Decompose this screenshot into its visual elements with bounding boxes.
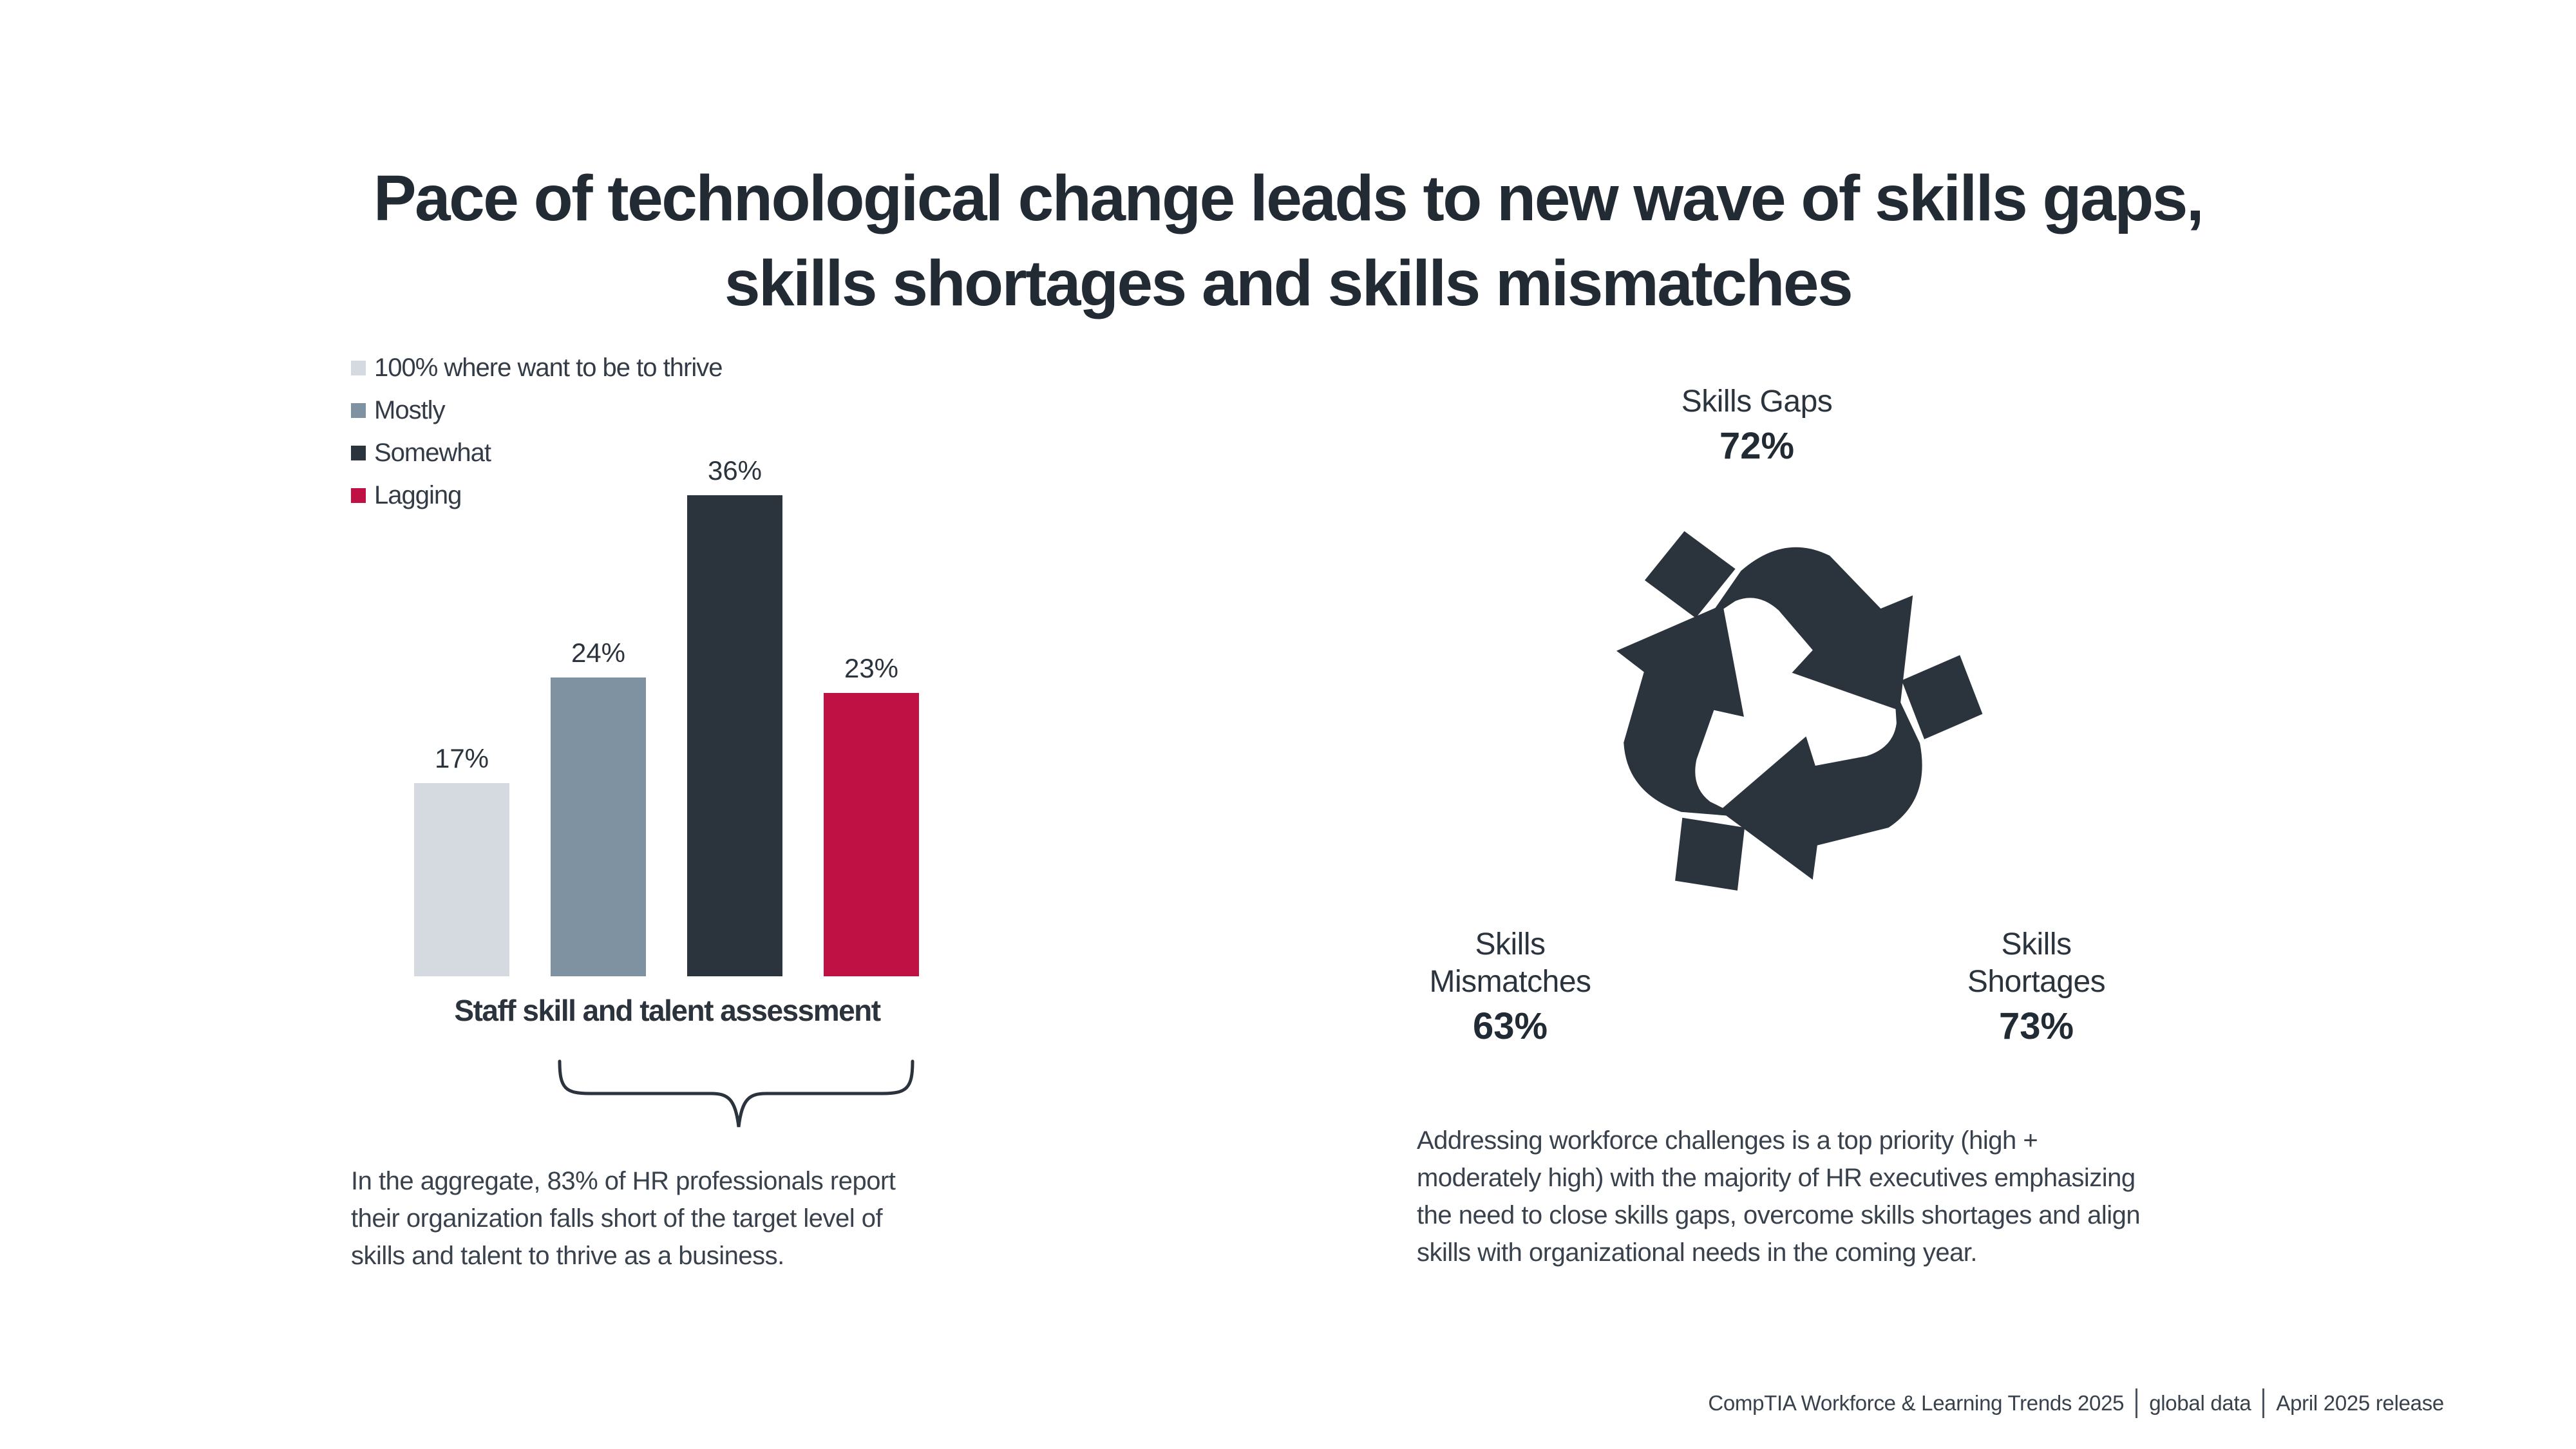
bar-lagging [824,693,919,976]
bar-value-label: 23% [844,653,899,683]
left-note-line: In the aggregate, 83% of HR professional… [351,1167,896,1195]
right-note-line: the need to close skills gaps, overcome … [1417,1201,2141,1229]
legend-item: Somewhat [351,431,722,474]
right-note-line: skills with organizational needs in the … [1417,1238,1978,1267]
cycle-stat-skills-mismatches: Skills Mismatches 63% [1407,926,1613,1048]
legend-label: 100% where want to be to thrive [374,353,723,382]
chart-legend: 100% where want to be to thrive Mostly Som… [351,346,723,516]
page-title-line-1: Pace of technological change leads to ne… [373,162,2204,234]
left-note: In the aggregate, 83% of HR professional… [351,1162,1059,1274]
right-note-line: Addressing workforce challenges is a top… [1417,1126,2038,1155]
legend-swatch-icon [351,488,366,503]
cycle-stat-skills-gaps: Skills Gaps 72% [1564,383,1950,468]
legend-swatch-icon [351,360,366,375]
cycle-stat-value: 73% [1998,1005,2074,1047]
legend-item: Lagging [351,474,722,516]
bar-100-where-want-to-be-to-thrive [414,783,509,976]
page-title-line-2: skills shortages and skills mismatches [724,247,1853,319]
bar-somewhat [687,495,782,976]
cycle-stat-label: Skills Mismatches [1429,927,1591,999]
page-title: Pace of technological change leads to ne… [0,156,2576,326]
footer-separator [2262,1388,2265,1418]
legend-item: Mostly [351,389,722,431]
footer-source-line: CompTIA Workforce & Learning Trends 2025… [1708,1388,2444,1418]
bar-value-label: 24% [571,638,626,668]
footer-separator [2136,1388,2138,1418]
legend-swatch-icon [351,445,366,460]
bar-value-label: 17% [434,743,489,773]
right-note-line: moderately high) with the majority of HR… [1417,1164,2136,1192]
legend-label: Somewhat [374,438,491,467]
right-note: Addressing workforce challenges is a top… [1417,1122,2318,1271]
footer-segment: April 2025 release [2276,1391,2444,1415]
cycle-stat-label: Skills Gaps [1681,384,1833,419]
footer-segment: global data [2149,1391,2251,1415]
cycle-stat-value: 63% [1472,1005,1548,1047]
cycle-stat-skills-shortages: Skills Shortages 73% [1933,926,2139,1048]
footer-segment: CompTIA Workforce & Learning Trends 2025 [1708,1391,2125,1415]
left-note-line: their organization falls short of the ta… [351,1204,883,1233]
cycle-stat-label: Skills Shortages [1967,927,2106,999]
left-note-line: skills and talent to thrive as a busines… [351,1242,784,1270]
brace-annotation [558,1059,914,1128]
cycle-stat-value: 72% [1719,425,1795,467]
legend-label: Mostly [374,395,446,424]
x-axis-title: Staff skill and talent assessment [454,994,881,1027]
legend-swatch-icon [351,402,366,418]
legend-label: Lagging [374,480,462,509]
bar-mostly [551,677,646,976]
recycle-icon [1560,531,2003,913]
legend-item: 100% where want to be to thrive [351,346,723,389]
